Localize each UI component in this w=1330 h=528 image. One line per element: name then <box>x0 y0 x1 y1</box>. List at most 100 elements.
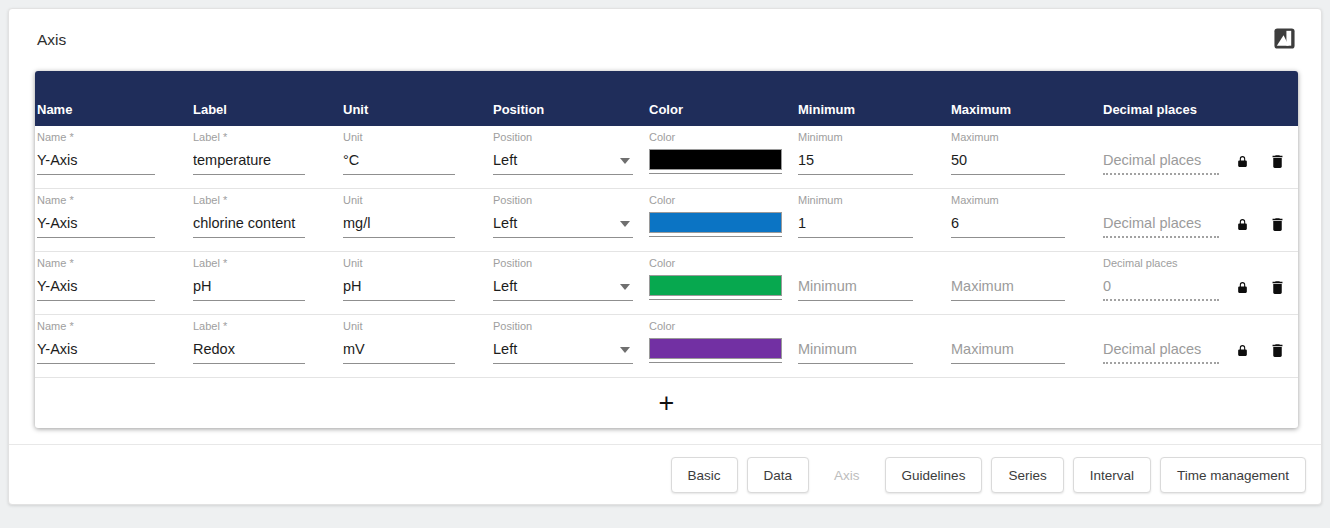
decimal-places-input: Decimal places <box>1103 211 1219 238</box>
decimal-places-input: Decimal places <box>1103 337 1219 364</box>
maximum-input[interactable]: 6 <box>951 211 1065 238</box>
tab-guidelines[interactable]: Guidelines <box>885 457 983 493</box>
field-label: Name * <box>37 194 191 210</box>
decimal-places-input: Decimal places <box>1103 148 1219 175</box>
tab-axis: Axis <box>818 457 876 493</box>
field-label <box>798 257 949 273</box>
label-input[interactable]: pH <box>193 274 305 301</box>
axis-settings-card: Axis Name Label Unit Position Color Mini… <box>8 8 1322 505</box>
label-field: Label * chlorine content <box>191 189 341 251</box>
col-header-minimum: Minimum <box>796 102 949 117</box>
minimum-input[interactable]: 1 <box>798 211 913 238</box>
unit-field: Unit mg/l <box>341 189 491 251</box>
position-field: Position Left <box>491 189 647 251</box>
position-field: Position Left <box>491 315 647 377</box>
lock-icon <box>1236 154 1249 169</box>
field-label: Label * <box>193 194 341 210</box>
minimum-input[interactable]: Minimum <box>798 337 913 364</box>
minimum-field: Minimum <box>796 252 949 314</box>
decimal-places-field: Decimal places <box>1101 126 1227 188</box>
field-label: Unit <box>343 257 491 273</box>
maximum-input[interactable]: Maximum <box>951 337 1065 364</box>
field-label: Label * <box>193 257 341 273</box>
position-value: Left <box>493 215 517 231</box>
position-select[interactable]: Left <box>493 274 633 301</box>
table-row: Name * Y-Axis Label * Redox Unit mV Posi… <box>35 315 1298 378</box>
chevron-down-icon <box>620 158 630 164</box>
color-input[interactable] <box>649 212 782 237</box>
trash-icon <box>1269 341 1286 360</box>
unit-input[interactable]: pH <box>343 274 455 301</box>
minimum-field: Minimum 1 <box>796 189 949 251</box>
label-input[interactable]: Redox <box>193 337 305 364</box>
tab-interval[interactable]: Interval <box>1073 457 1151 493</box>
label-field: Label * Redox <box>191 315 341 377</box>
lock-cell <box>1227 252 1257 314</box>
field-label: Decimal places <box>1103 257 1227 273</box>
maximum-input[interactable]: Maximum <box>951 274 1065 301</box>
col-header-label: Label <box>191 102 341 117</box>
color-swatch <box>649 338 782 359</box>
unit-input[interactable]: mg/l <box>343 211 455 238</box>
field-label: Position <box>493 320 647 336</box>
field-label: Name * <box>37 131 191 147</box>
table-row: Name * Y-Axis Label * chlorine content U… <box>35 189 1298 252</box>
position-select[interactable]: Left <box>493 211 633 238</box>
color-input[interactable] <box>649 275 782 300</box>
field-label: Unit <box>343 194 491 210</box>
name-input[interactable]: Y-Axis <box>37 337 155 364</box>
image-button[interactable] <box>1271 27 1297 53</box>
tab-data[interactable]: Data <box>747 457 810 493</box>
table-row: Name * Y-Axis Label * pH Unit pH Positio… <box>35 252 1298 315</box>
page-title: Axis <box>37 31 66 49</box>
color-swatch <box>649 212 782 233</box>
label-field: Label * pH <box>191 252 341 314</box>
name-field: Name * Y-Axis <box>35 189 191 251</box>
table-header: Name Label Unit Position Color Minimum M… <box>35 71 1298 126</box>
field-label: Unit <box>343 131 491 147</box>
field-label: Position <box>493 194 647 210</box>
tab-basic[interactable]: Basic <box>671 457 738 493</box>
color-input[interactable] <box>649 149 782 174</box>
position-select[interactable]: Left <box>493 148 633 175</box>
label-input[interactable]: temperature <box>193 148 305 175</box>
col-header-color: Color <box>647 102 796 117</box>
field-label: Name * <box>37 257 191 273</box>
name-input[interactable]: Y-Axis <box>37 148 155 175</box>
minimum-input[interactable]: Minimum <box>798 274 913 301</box>
tab-time-management[interactable]: Time management <box>1160 457 1306 493</box>
color-field: Color <box>647 126 796 188</box>
field-label: Position <box>493 131 647 147</box>
delete-row-button[interactable] <box>1267 276 1288 299</box>
unit-input[interactable]: °C <box>343 148 455 175</box>
unit-field: Unit °C <box>341 126 491 188</box>
color-input[interactable] <box>649 338 782 363</box>
tab-series[interactable]: Series <box>991 457 1063 493</box>
unit-input[interactable]: mV <box>343 337 455 364</box>
delete-row-button[interactable] <box>1267 339 1288 362</box>
maximum-input[interactable]: 50 <box>951 148 1065 175</box>
name-field: Name * Y-Axis <box>35 252 191 314</box>
delete-row-button[interactable] <box>1267 213 1288 236</box>
chevron-down-icon <box>620 221 630 227</box>
label-input[interactable]: chlorine content <box>193 211 305 238</box>
maximum-field: Maximum <box>949 315 1101 377</box>
name-input[interactable]: Y-Axis <box>37 274 155 301</box>
decimal-places-field: Decimal places <box>1101 189 1227 251</box>
lock-cell <box>1227 315 1257 377</box>
position-value: Left <box>493 341 517 357</box>
axis-table: Name Label Unit Position Color Minimum M… <box>35 71 1298 428</box>
minimum-input[interactable]: 15 <box>798 148 913 175</box>
field-label: Minimum <box>798 131 949 147</box>
delete-row-button[interactable] <box>1267 150 1288 173</box>
name-input[interactable]: Y-Axis <box>37 211 155 238</box>
lock-icon <box>1236 217 1249 232</box>
name-field: Name * Y-Axis <box>35 126 191 188</box>
color-swatch <box>649 149 782 170</box>
maximum-field: Maximum <box>949 252 1101 314</box>
add-axis-button[interactable]: + <box>659 390 675 417</box>
image-icon <box>1273 27 1296 50</box>
field-label: Color <box>649 257 796 273</box>
field-label: Color <box>649 131 796 147</box>
position-select[interactable]: Left <box>493 337 633 364</box>
